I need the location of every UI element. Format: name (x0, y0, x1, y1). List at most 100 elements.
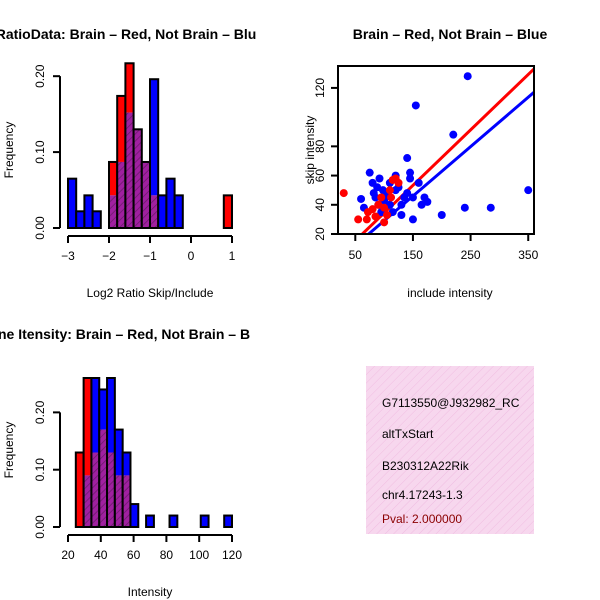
scatter-y-tick-label: 60 (313, 169, 327, 183)
info-box-clip: G7113550@J932982_RC altTxStart B230312A2… (366, 366, 534, 534)
ratio-hist-bar-brain (125, 63, 134, 113)
intensity-hist-x-tick-label: 60 (127, 548, 141, 562)
intensity-hist-bar-overlap-hatch (99, 429, 108, 527)
scatter-point-brain (385, 186, 394, 195)
intensity-hist-x-tick-label: 40 (94, 548, 108, 562)
intensity-hist-bar-overlap-hatch (122, 475, 131, 527)
scatter-point-notbrain (403, 189, 412, 198)
ratio-hist-bar-outline (67, 177, 78, 229)
panel-info-box: G7113550@J932982_RC altTxStart B230312A2… (366, 366, 534, 534)
ratio-hist-bar-notbrain (150, 79, 159, 196)
scatter-point-notbrain (463, 72, 472, 81)
scatter-point-brain (394, 178, 403, 187)
intensity-hist-bar-overlap-hatch (91, 452, 100, 527)
ratio-hist-axes: −3 −2 −1 0 1 0.00 0.10 0.20 (33, 64, 236, 263)
intensity-hist-bar-notbrain (130, 504, 139, 527)
ratio-hist-bar-notbrain (166, 178, 175, 228)
info-location: chr4.17243-1.3 (382, 488, 463, 502)
ratio-hist-x-tick-label: −1 (143, 249, 157, 263)
scatter-point-brain (380, 218, 389, 227)
ratio-hist-bar-overlap-hatch (141, 161, 150, 228)
scatter-point-notbrain (437, 211, 446, 220)
ratio-hist-bar-overlap-hatch (133, 129, 142, 228)
scatter-point-notbrain (460, 203, 469, 212)
ratio-hist-bar-notbrain (68, 178, 77, 228)
scatter-point-notbrain (397, 211, 406, 220)
intensity-hist-bar-outline (168, 514, 179, 528)
intensity-hist-x-tick-label: 20 (61, 548, 75, 562)
ratio-hist-bar-outline (91, 210, 102, 230)
scatter-point-notbrain (486, 203, 495, 212)
intensity-hist-bars (74, 377, 233, 529)
scatter-point-brain (380, 203, 389, 212)
intensity-hist-bar-notbrain (107, 378, 115, 453)
intensity-hist-bar-outline (121, 451, 132, 528)
scatter-title: Brain – Red, Not Brain – Blue (353, 26, 548, 42)
scatter-point-notbrain (411, 101, 420, 110)
scatter-point-brain (377, 193, 386, 202)
intensity-hist-bar-notbrain (146, 515, 154, 527)
scatter-xlabel: include intensity (407, 286, 492, 300)
panel-ratio-histogram: RatioData: Brain – Red, Not Brain – Blu … (0, 26, 256, 300)
intensity-hist-bar-outline (223, 514, 233, 528)
intensity-hist-bar-outline (145, 514, 155, 528)
ratio-hist-x-tick-label: 1 (229, 249, 236, 263)
ratio-hist-bar-overlap-hatch (125, 112, 134, 228)
ratio-hist-y-tick-label: 0.00 (33, 216, 47, 240)
scatter-point-notbrain (449, 130, 458, 139)
scatter-y-tick-label: 20 (313, 227, 327, 241)
ratio-hist-bar-overlap-hatch (109, 195, 118, 228)
ratio-hist-bar-outline (173, 194, 184, 229)
intensity-hist-bar-overlap-hatch (114, 475, 123, 527)
intensity-hist-bar-outline (199, 514, 210, 528)
scatter-ylabel: skip intensity (303, 116, 317, 185)
scatter-plot: 50 150 250 350 20 40 60 80 120 (313, 65, 539, 262)
scatter-fit-line-brain (360, 67, 534, 234)
intensity-hist-bar-overlap-hatch (107, 452, 115, 527)
scatter-x-tick-label: 50 (349, 248, 363, 262)
intensity-hist-bar-outline (129, 503, 140, 529)
info-pval: Pval: 2.000000 (382, 512, 462, 526)
intensity-hist-bar-notbrain (114, 429, 123, 476)
scatter-point-notbrain (357, 194, 366, 203)
ratio-hist-bar-outline (149, 78, 160, 229)
intensity-hist-bar-brain (75, 452, 84, 527)
intensity-hist-y-tick-label: 0.00 (33, 515, 47, 539)
intensity-hist-bar-notbrain (224, 515, 232, 527)
scatter-point-brain (383, 211, 391, 220)
scatter-point-notbrain (365, 168, 374, 177)
ratio-hist-ylabel: Frequency (2, 122, 16, 179)
intensity-hist-x-tick-label: 80 (160, 548, 174, 562)
scatter-point-notbrain (406, 174, 415, 183)
ratio-hist-x-tick-label: 0 (188, 249, 195, 263)
ratio-hist-bar-notbrain (76, 211, 85, 228)
intensity-hist-xlabel: Intensity (128, 585, 173, 599)
scatter-x-tick-label: 350 (518, 248, 538, 262)
scatter-x-tick-label: 250 (461, 248, 481, 262)
scatter-y-tick-label: 40 (313, 198, 327, 212)
panel-scatter: Brain – Red, Not Brain – Blue 50 150 250 35… (303, 26, 547, 300)
scatter-point-notbrain (375, 174, 384, 183)
ratio-hist-bars (67, 62, 234, 230)
intensity-hist-ylabel: Frequency (2, 422, 16, 479)
ratio-hist-bar-notbrain (84, 195, 93, 228)
intensity-hist-x-tick-label: 120 (222, 548, 242, 562)
scatter-plot-area (339, 67, 534, 234)
ratio-hist-x-tick-label: −3 (61, 249, 75, 263)
scatter-point-brain (371, 212, 380, 221)
intensity-hist-bar-notbrain (169, 515, 178, 527)
scatter-point-notbrain (406, 168, 415, 177)
info-event-type: altTxStart (382, 427, 434, 441)
scatter-point-notbrain (524, 186, 533, 195)
info-box-hatch (366, 366, 534, 534)
scatter-point-notbrain (408, 215, 417, 224)
intensity-hist-bar-notbrain (91, 378, 100, 453)
ratio-hist-bar-brain (109, 161, 118, 196)
intensity-hist-y-tick-label: 0.20 (33, 400, 47, 424)
ratio-hist-bar-brain (117, 95, 126, 162)
scatter-point-brain (354, 215, 363, 224)
scatter-y-tick-label: 80 (313, 139, 327, 153)
ratio-hist-y-tick-label: 0.10 (33, 140, 47, 164)
ratio-hist-bar-brain (223, 195, 232, 228)
